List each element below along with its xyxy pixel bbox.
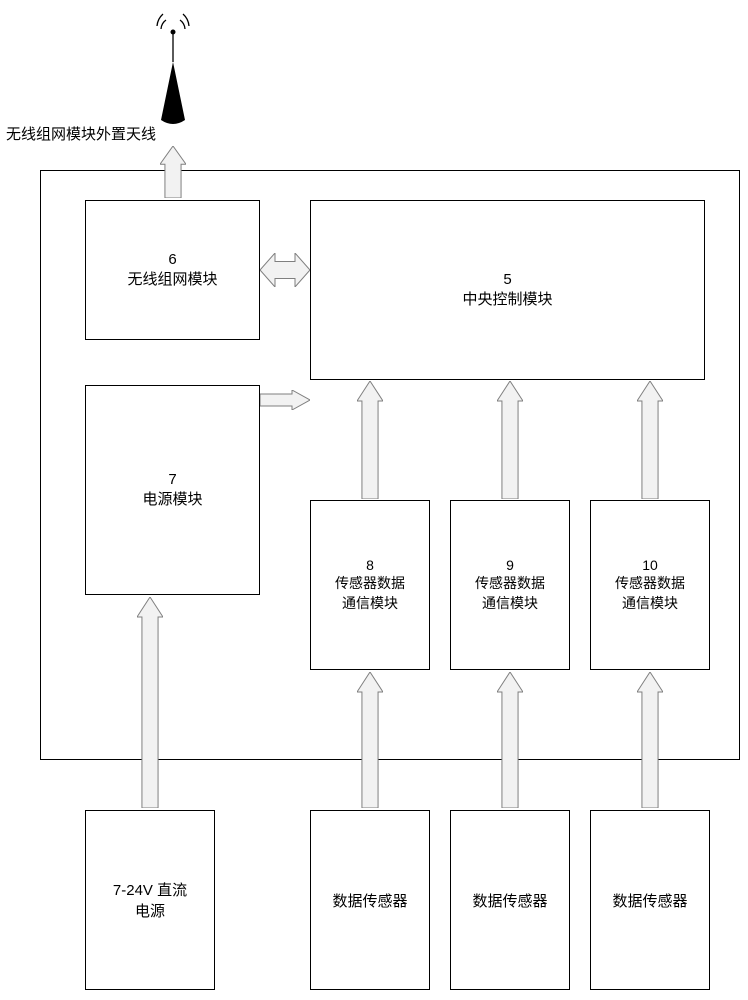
box-sensor1: 数据传感器	[310, 810, 430, 990]
box-sensor2-label: 数据传感器	[472, 890, 547, 911]
antenna-icon	[152, 12, 194, 124]
box-b6-num: 6	[127, 251, 217, 268]
box-b7-label: 电源模块	[142, 488, 202, 509]
box-b7: 7电源模块	[85, 385, 260, 595]
box-b5: 5中央控制模块	[310, 200, 705, 380]
box-b10-label: 传感器数据通信模块	[615, 573, 685, 613]
box-b10: 10传感器数据通信模块	[590, 500, 710, 670]
box-b9: 9传感器数据通信模块	[450, 500, 570, 670]
box-b6-label: 无线组网模块	[127, 268, 217, 289]
box-sensor1-label: 数据传感器	[332, 890, 407, 911]
box-power_src: 7-24V 直流电源	[85, 810, 215, 990]
box-b6: 6无线组网模块	[85, 200, 260, 340]
box-sensor3: 数据传感器	[590, 810, 710, 990]
box-b5-num: 5	[462, 271, 552, 288]
box-b5-label: 中央控制模块	[462, 288, 552, 309]
box-b10-num: 10	[615, 557, 685, 573]
box-sensor3-label: 数据传感器	[612, 890, 687, 911]
antenna-label: 无线组网模块外置天线	[6, 123, 156, 144]
box-b9-num: 9	[475, 557, 545, 573]
box-b9-label: 传感器数据通信模块	[475, 573, 545, 613]
box-sensor2: 数据传感器	[450, 810, 570, 990]
box-b7-num: 7	[142, 471, 202, 488]
box-b8-label: 传感器数据通信模块	[335, 573, 405, 613]
box-power_src-label: 7-24V 直流电源	[113, 879, 187, 921]
diagram-canvas: 无线组网模块外置天线 6无线组网模块5中央控制模块7电源模块8传感器数据通信模块…	[0, 0, 748, 1000]
box-b8-num: 8	[335, 557, 405, 573]
box-b8: 8传感器数据通信模块	[310, 500, 430, 670]
